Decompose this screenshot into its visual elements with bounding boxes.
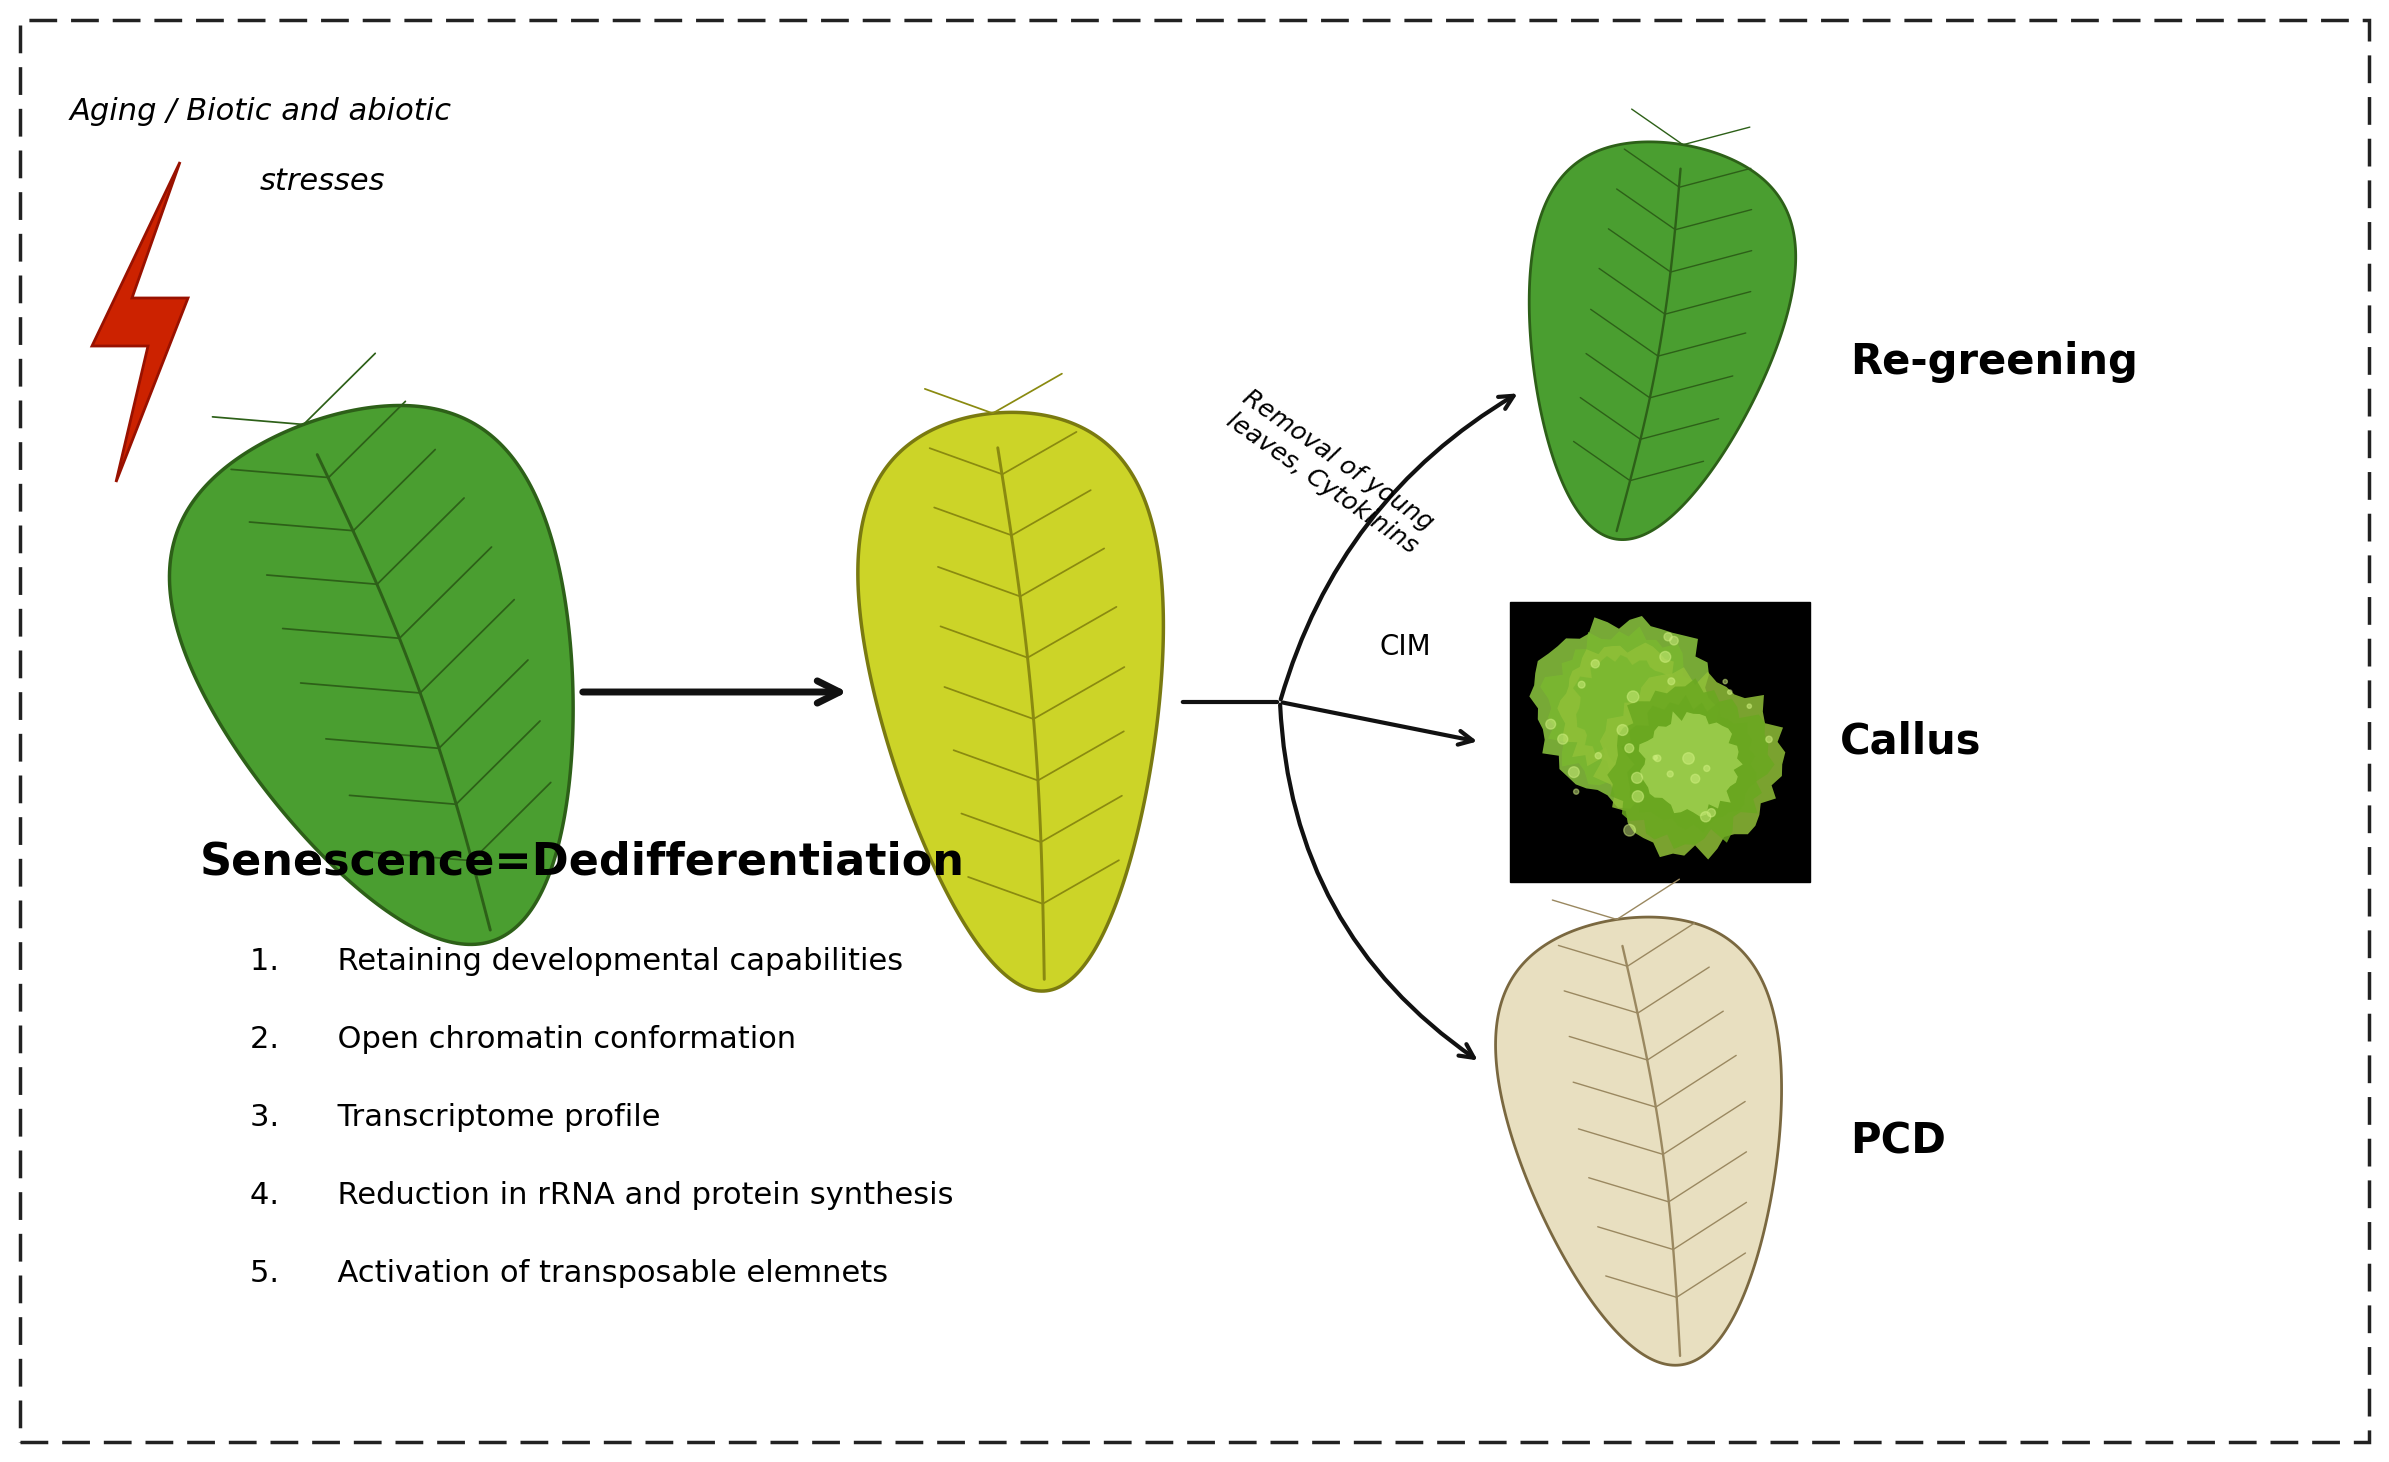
Circle shape xyxy=(1591,659,1598,668)
Text: 4.      Reduction in rRNA and protein synthesis: 4. Reduction in rRNA and protein synthes… xyxy=(251,1181,953,1211)
Circle shape xyxy=(1632,791,1644,803)
Circle shape xyxy=(1722,680,1727,684)
Circle shape xyxy=(1596,753,1601,759)
Circle shape xyxy=(1627,692,1639,703)
Circle shape xyxy=(1765,737,1773,743)
Circle shape xyxy=(1617,725,1627,735)
Circle shape xyxy=(1570,766,1579,778)
Polygon shape xyxy=(1639,712,1742,817)
Circle shape xyxy=(1670,636,1677,645)
Circle shape xyxy=(1668,770,1672,776)
Circle shape xyxy=(1558,734,1567,744)
Circle shape xyxy=(1701,811,1711,822)
Circle shape xyxy=(1665,633,1672,640)
Polygon shape xyxy=(1529,142,1797,539)
Circle shape xyxy=(1653,756,1658,760)
Circle shape xyxy=(1632,772,1644,784)
Polygon shape xyxy=(1622,694,1756,833)
Circle shape xyxy=(1625,825,1636,836)
Circle shape xyxy=(1660,652,1670,662)
Text: CIM: CIM xyxy=(1381,633,1431,661)
Text: Re-greening: Re-greening xyxy=(1849,341,2138,383)
Circle shape xyxy=(1682,753,1694,765)
Circle shape xyxy=(1579,681,1584,689)
Polygon shape xyxy=(858,412,1163,991)
Text: PCD: PCD xyxy=(1849,1121,1947,1162)
Polygon shape xyxy=(1572,655,1675,763)
Circle shape xyxy=(1653,754,1660,762)
Polygon shape xyxy=(1558,643,1691,778)
Circle shape xyxy=(1668,678,1675,684)
Polygon shape xyxy=(1496,917,1782,1366)
Text: Removal of young
leaves, Cytokinins: Removal of young leaves, Cytokinins xyxy=(1223,386,1438,558)
Text: Aging / Biotic and abiotic: Aging / Biotic and abiotic xyxy=(69,98,452,127)
Circle shape xyxy=(1691,775,1699,784)
Circle shape xyxy=(1727,690,1732,694)
Text: 1.      Retaining developmental capabilities: 1. Retaining developmental capabilities xyxy=(251,947,903,977)
Circle shape xyxy=(1746,705,1751,708)
Polygon shape xyxy=(1529,616,1718,808)
Polygon shape xyxy=(93,162,189,482)
Text: 3.      Transcriptome profile: 3. Transcriptome profile xyxy=(251,1104,659,1133)
Text: Senescence=Dedifferentiation: Senescence=Dedifferentiation xyxy=(201,841,965,883)
Circle shape xyxy=(1574,789,1579,794)
Circle shape xyxy=(1708,808,1715,817)
Text: Callus: Callus xyxy=(1840,721,1980,763)
Text: 2.      Open chromatin conformation: 2. Open chromatin conformation xyxy=(251,1025,796,1054)
Polygon shape xyxy=(170,405,573,944)
Polygon shape xyxy=(1541,627,1708,785)
Polygon shape xyxy=(1608,678,1775,849)
Polygon shape xyxy=(1593,667,1785,860)
Text: stresses: stresses xyxy=(260,168,385,196)
Circle shape xyxy=(1546,719,1555,730)
Circle shape xyxy=(1703,766,1711,772)
Circle shape xyxy=(1625,744,1634,753)
Bar xyxy=(1510,602,1811,882)
Text: 5.      Activation of transposable elemnets: 5. Activation of transposable elemnets xyxy=(251,1259,889,1288)
